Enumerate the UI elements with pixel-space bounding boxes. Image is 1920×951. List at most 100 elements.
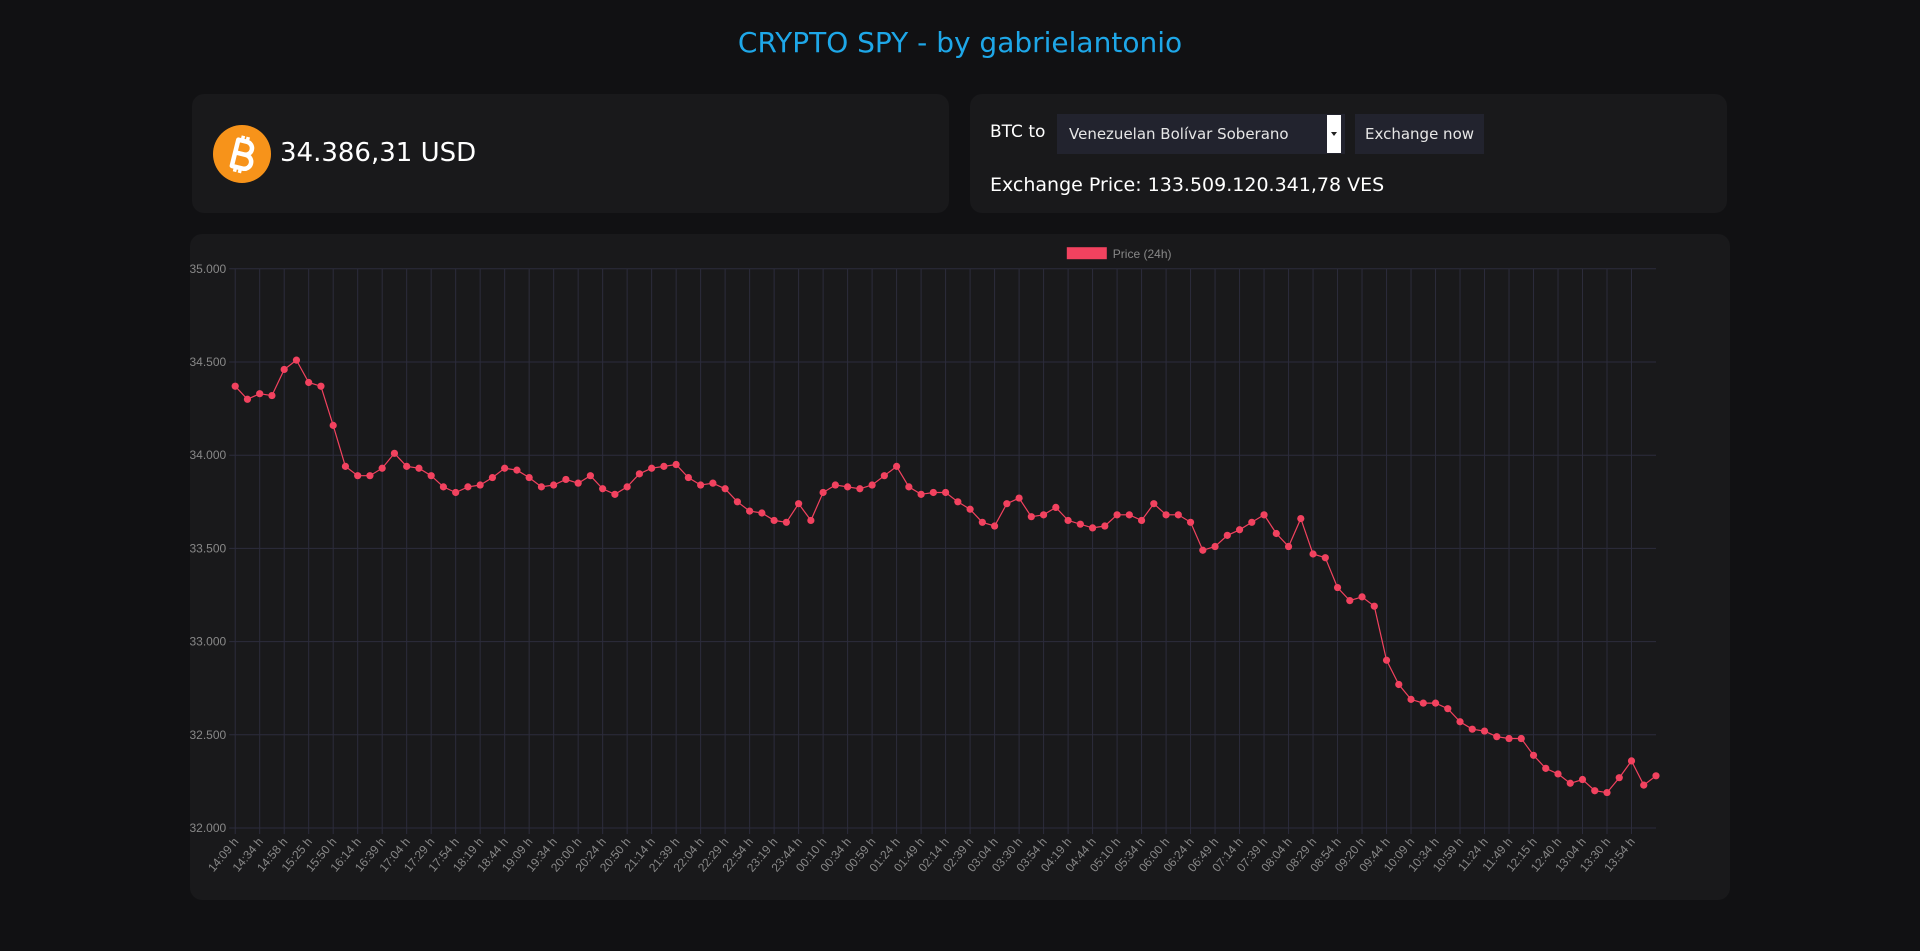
y-tick-label: 34.500 bbox=[189, 355, 226, 369]
data-point bbox=[1272, 529, 1280, 538]
data-point bbox=[611, 490, 619, 498]
data-point bbox=[1027, 513, 1035, 521]
data-point bbox=[317, 382, 325, 390]
data-point bbox=[415, 464, 423, 472]
data-point bbox=[268, 391, 276, 400]
data-point bbox=[452, 488, 460, 497]
data-point bbox=[1088, 524, 1097, 532]
data-point bbox=[721, 485, 729, 493]
data-point bbox=[905, 483, 913, 491]
data-point bbox=[1395, 680, 1403, 689]
data-point bbox=[831, 481, 839, 489]
select-arrow[interactable] bbox=[1327, 115, 1341, 153]
data-point bbox=[305, 378, 313, 387]
data-point bbox=[1468, 725, 1476, 733]
data-point bbox=[341, 462, 350, 470]
currency-select[interactable]: Venezuelan Bolívar Soberano bbox=[1057, 114, 1345, 154]
data-point bbox=[1627, 757, 1636, 765]
data-point bbox=[403, 462, 411, 470]
data-point bbox=[893, 462, 901, 470]
data-point bbox=[1052, 503, 1060, 511]
data-point bbox=[856, 485, 864, 493]
data-point bbox=[292, 356, 301, 364]
data-point bbox=[1652, 772, 1660, 780]
data-point bbox=[978, 518, 986, 526]
data-point bbox=[378, 464, 386, 472]
data-point bbox=[1370, 602, 1378, 610]
data-point bbox=[354, 472, 362, 480]
data-point bbox=[954, 498, 962, 506]
data-point bbox=[1333, 583, 1342, 592]
y-tick-label: 33.500 bbox=[189, 541, 226, 555]
data-point bbox=[1591, 787, 1599, 795]
data-point bbox=[1113, 511, 1121, 519]
data-point bbox=[1493, 733, 1501, 741]
data-point bbox=[660, 462, 668, 470]
data-point bbox=[684, 473, 692, 482]
data-point bbox=[917, 490, 925, 498]
data-point bbox=[672, 460, 680, 469]
data-point bbox=[1125, 511, 1133, 519]
data-point bbox=[1419, 699, 1427, 707]
data-point bbox=[476, 481, 484, 489]
legend-label: Price (24h) bbox=[1113, 247, 1172, 261]
exchange-button[interactable]: Exchange now bbox=[1355, 114, 1485, 154]
data-point bbox=[439, 483, 448, 491]
data-point bbox=[1603, 788, 1611, 797]
data-point bbox=[1640, 781, 1648, 789]
data-point bbox=[1284, 542, 1293, 551]
data-point bbox=[280, 365, 288, 374]
y-tick-label: 32.500 bbox=[189, 728, 226, 742]
data-point bbox=[501, 464, 509, 472]
data-point bbox=[746, 507, 754, 515]
data-point bbox=[586, 472, 595, 480]
data-point bbox=[990, 522, 999, 530]
data-point bbox=[623, 483, 631, 491]
data-point bbox=[1554, 770, 1562, 778]
data-point bbox=[1346, 596, 1354, 605]
data-point bbox=[1382, 656, 1391, 664]
data-point bbox=[1223, 531, 1231, 539]
data-point bbox=[1162, 511, 1170, 519]
data-point bbox=[758, 509, 766, 517]
bitcoin-icon bbox=[213, 125, 271, 183]
data-point bbox=[1566, 779, 1574, 787]
page-title: CRYPTO SPY - by gabrielantonio bbox=[737, 26, 1183, 59]
data-point bbox=[648, 464, 656, 472]
data-point bbox=[709, 479, 717, 487]
data-point bbox=[1407, 695, 1415, 703]
data-point bbox=[1039, 511, 1048, 519]
chart-card bbox=[190, 234, 1730, 900]
data-point bbox=[1137, 516, 1146, 525]
price-card: 34.386,31 USD bbox=[192, 94, 949, 213]
data-point bbox=[243, 395, 252, 403]
data-point bbox=[1211, 542, 1219, 551]
data-point bbox=[599, 485, 607, 493]
data-point bbox=[1076, 520, 1084, 528]
data-point bbox=[1199, 546, 1207, 554]
data-point bbox=[562, 475, 570, 484]
data-point bbox=[231, 382, 239, 390]
data-point bbox=[1174, 511, 1182, 519]
data-point bbox=[844, 483, 852, 491]
data-point bbox=[635, 470, 643, 478]
data-point bbox=[819, 488, 827, 497]
data-point bbox=[880, 472, 888, 480]
data-point bbox=[1260, 511, 1268, 519]
data-point bbox=[1186, 518, 1195, 526]
data-point bbox=[1064, 516, 1072, 525]
data-point bbox=[1578, 775, 1587, 784]
data-point bbox=[868, 481, 876, 489]
data-point bbox=[525, 473, 533, 482]
y-tick-label: 35.000 bbox=[189, 262, 226, 276]
data-point bbox=[1456, 718, 1464, 726]
data-point bbox=[1517, 734, 1525, 743]
data-point bbox=[782, 518, 790, 526]
data-point bbox=[929, 488, 937, 497]
data-point bbox=[966, 505, 974, 513]
data-point bbox=[795, 500, 803, 508]
data-point bbox=[1505, 734, 1513, 743]
data-point bbox=[770, 516, 778, 525]
